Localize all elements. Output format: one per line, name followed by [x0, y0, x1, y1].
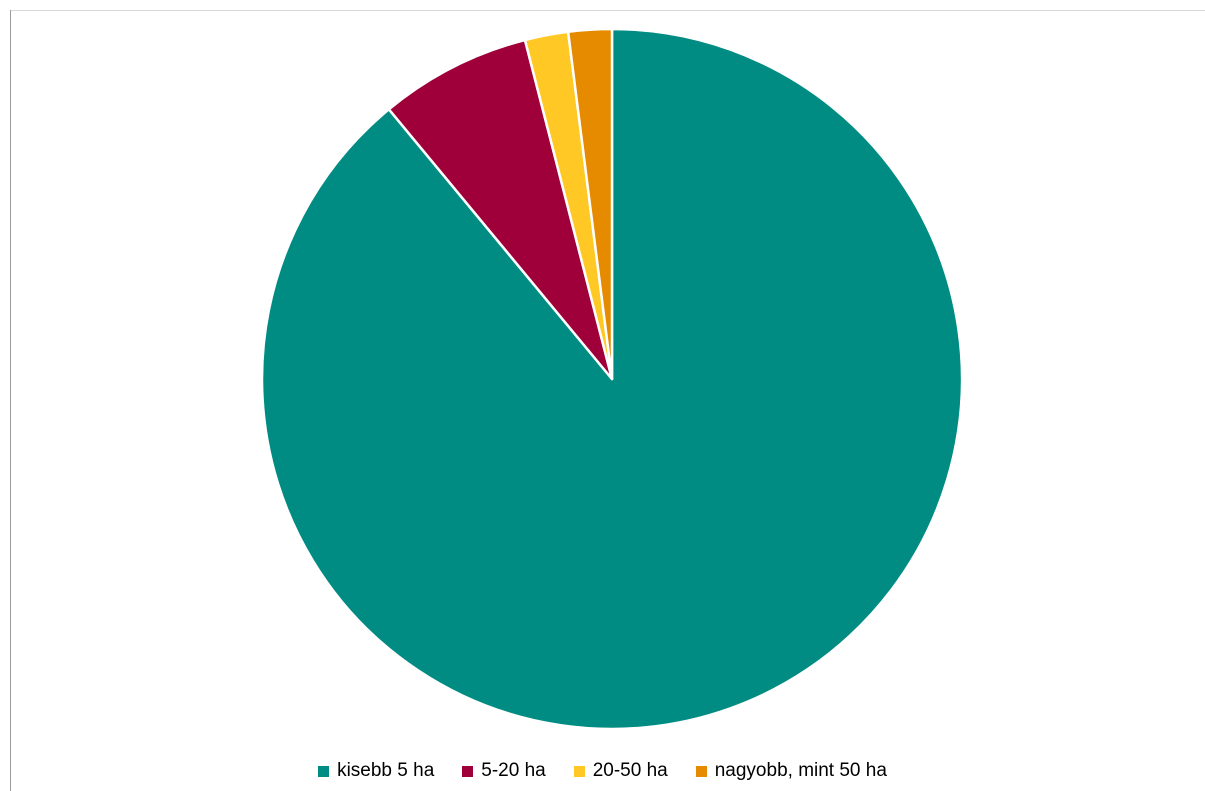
- legend-swatch: [695, 765, 707, 777]
- pie-slice-5-20-ha: [387, 38, 614, 381]
- legend-label: kisebb 5 ha: [337, 760, 435, 781]
- legend-label: nagyobb, mint 50 ha: [714, 760, 887, 781]
- chart-frame-top-border: [10, 10, 1205, 11]
- chart-legend: kisebb 5 ha 5-20 ha 20-50 ha nagyobb, mint …: [0, 757, 1205, 785]
- legend-item-5-20-ha: 5-20 ha: [462, 760, 546, 782]
- legend-swatch: [573, 765, 585, 777]
- legend-swatch: [318, 765, 330, 777]
- legend-label: 5-20 ha: [481, 760, 546, 781]
- legend-label: 20-50 ha: [592, 760, 668, 781]
- pie-slice-nagyobb-mint-50-ha: [566, 27, 614, 381]
- legend-item-kisebb-5-ha: kisebb 5 ha: [318, 760, 434, 782]
- legend-swatch: [462, 765, 474, 777]
- legend-item-nagyobb-mint-50-ha: nagyobb, mint 50 ha: [695, 760, 887, 782]
- legend-item-20-50-ha: 20-50 ha: [573, 760, 668, 782]
- chart-frame-left-border: [10, 10, 11, 791]
